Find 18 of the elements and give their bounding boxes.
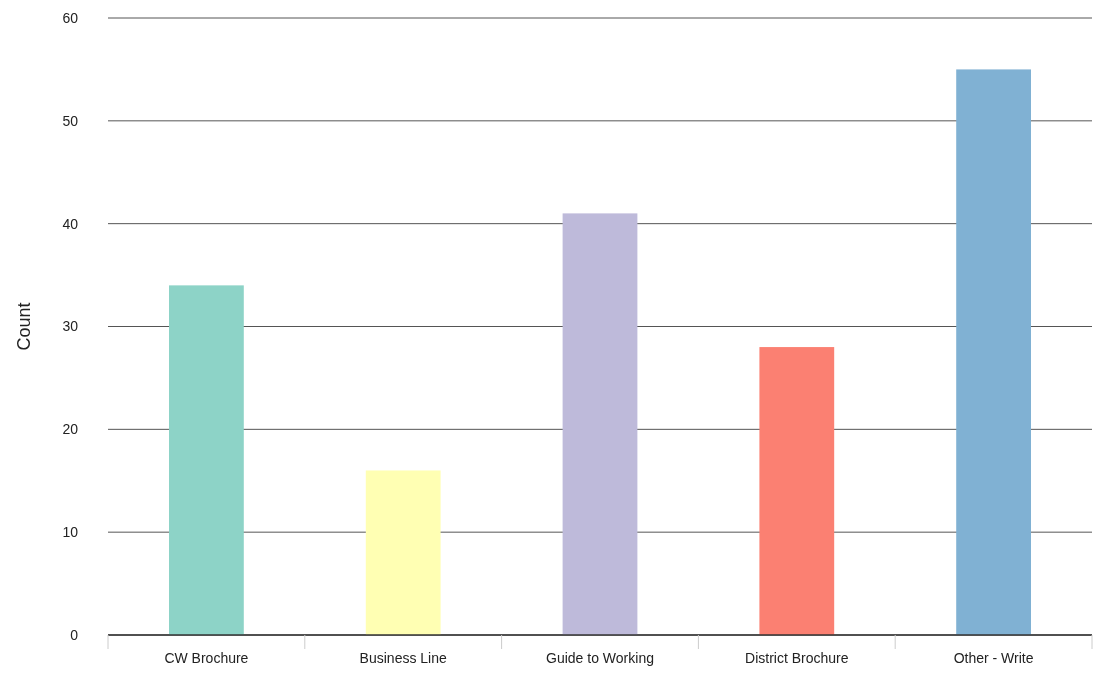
x-tick-label: CW Brochure (164, 650, 249, 666)
bar (169, 285, 244, 635)
y-tick-label: 0 (70, 626, 79, 643)
y-axis-title: Count (14, 302, 34, 351)
y-tick-label: 20 (62, 421, 79, 438)
bar (956, 69, 1031, 635)
x-tick-label: Guide to Working (546, 650, 654, 666)
y-tick-label: 60 (62, 9, 79, 26)
y-tick-label: 40 (62, 215, 79, 232)
y-tick-label: 10 (62, 524, 79, 541)
bar (759, 347, 835, 635)
y-tick-label: 50 (62, 112, 79, 129)
x-tick-label: Other - Write (953, 650, 1034, 666)
x-tick-label: Business Line (359, 650, 447, 666)
y-tick-label: 30 (62, 318, 79, 335)
bar (562, 213, 638, 635)
bar (365, 470, 441, 635)
x-tick-label: District Brochure (745, 650, 849, 666)
